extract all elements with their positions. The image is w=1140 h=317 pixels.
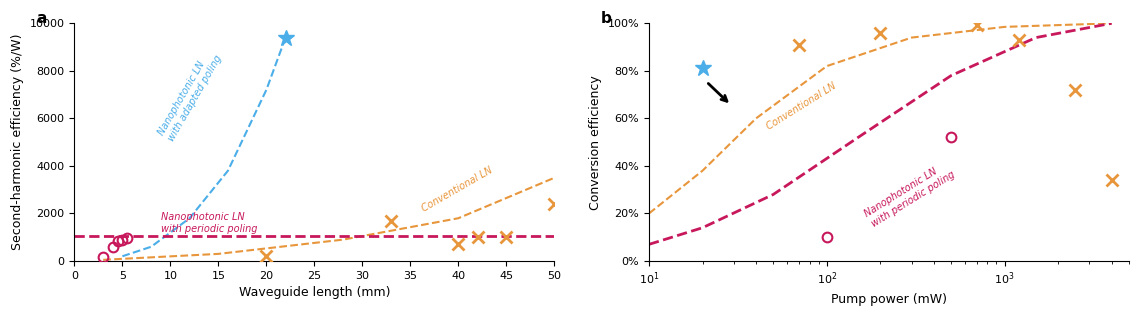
Text: Nanophotonic LN
with periodic poling: Nanophotonic LN with periodic poling — [161, 212, 258, 234]
Text: Nanophotonic LN
with adapted poling: Nanophotonic LN with adapted poling — [156, 47, 223, 143]
Text: Conventional LN: Conventional LN — [420, 165, 495, 214]
Y-axis label: Conversion efficiency: Conversion efficiency — [589, 75, 602, 210]
X-axis label: Pump power (mW): Pump power (mW) — [831, 293, 947, 306]
Text: a: a — [36, 11, 47, 26]
X-axis label: Waveguide length (mm): Waveguide length (mm) — [238, 286, 390, 299]
Text: b: b — [601, 11, 612, 26]
Y-axis label: Second-harmonic efficiency (%/W): Second-harmonic efficiency (%/W) — [11, 34, 24, 250]
Text: Nanophotonic LN
with periodic poling: Nanophotonic LN with periodic poling — [863, 160, 956, 229]
Text: Conventional LN: Conventional LN — [765, 81, 838, 132]
